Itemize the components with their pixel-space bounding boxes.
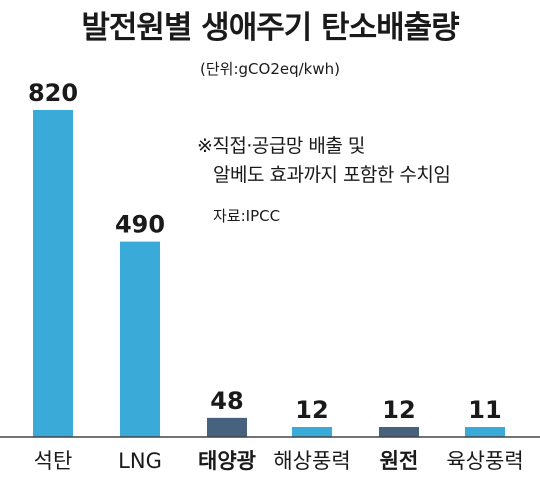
value-label-2: 490 xyxy=(115,211,165,239)
category-label-5: 원전 xyxy=(380,449,419,473)
bar-5 xyxy=(379,427,419,437)
category-labels-group: 석탄 LNG 태양광 해상풍력 원전 육상풍력 xyxy=(34,449,524,473)
category-label-3: 태양광 xyxy=(198,449,256,473)
category-label-4: 해상풍력 xyxy=(273,449,350,473)
category-label-1: 석탄 xyxy=(34,449,73,473)
value-label-4: 12 xyxy=(295,396,328,424)
value-labels-group: 820 490 48 12 12 11 xyxy=(28,79,502,424)
bar-2 xyxy=(120,242,160,437)
bar-3 xyxy=(207,418,247,437)
value-label-1: 820 xyxy=(28,79,78,107)
value-label-5: 12 xyxy=(382,396,415,424)
value-label-6: 11 xyxy=(468,396,501,424)
category-label-2: LNG xyxy=(118,449,162,473)
value-label-3: 48 xyxy=(210,387,243,415)
category-label-6: 육상풍력 xyxy=(446,449,523,473)
bar-1 xyxy=(33,110,73,437)
bar-6 xyxy=(465,427,505,437)
bar-4 xyxy=(292,427,332,437)
bars-group xyxy=(33,110,505,437)
